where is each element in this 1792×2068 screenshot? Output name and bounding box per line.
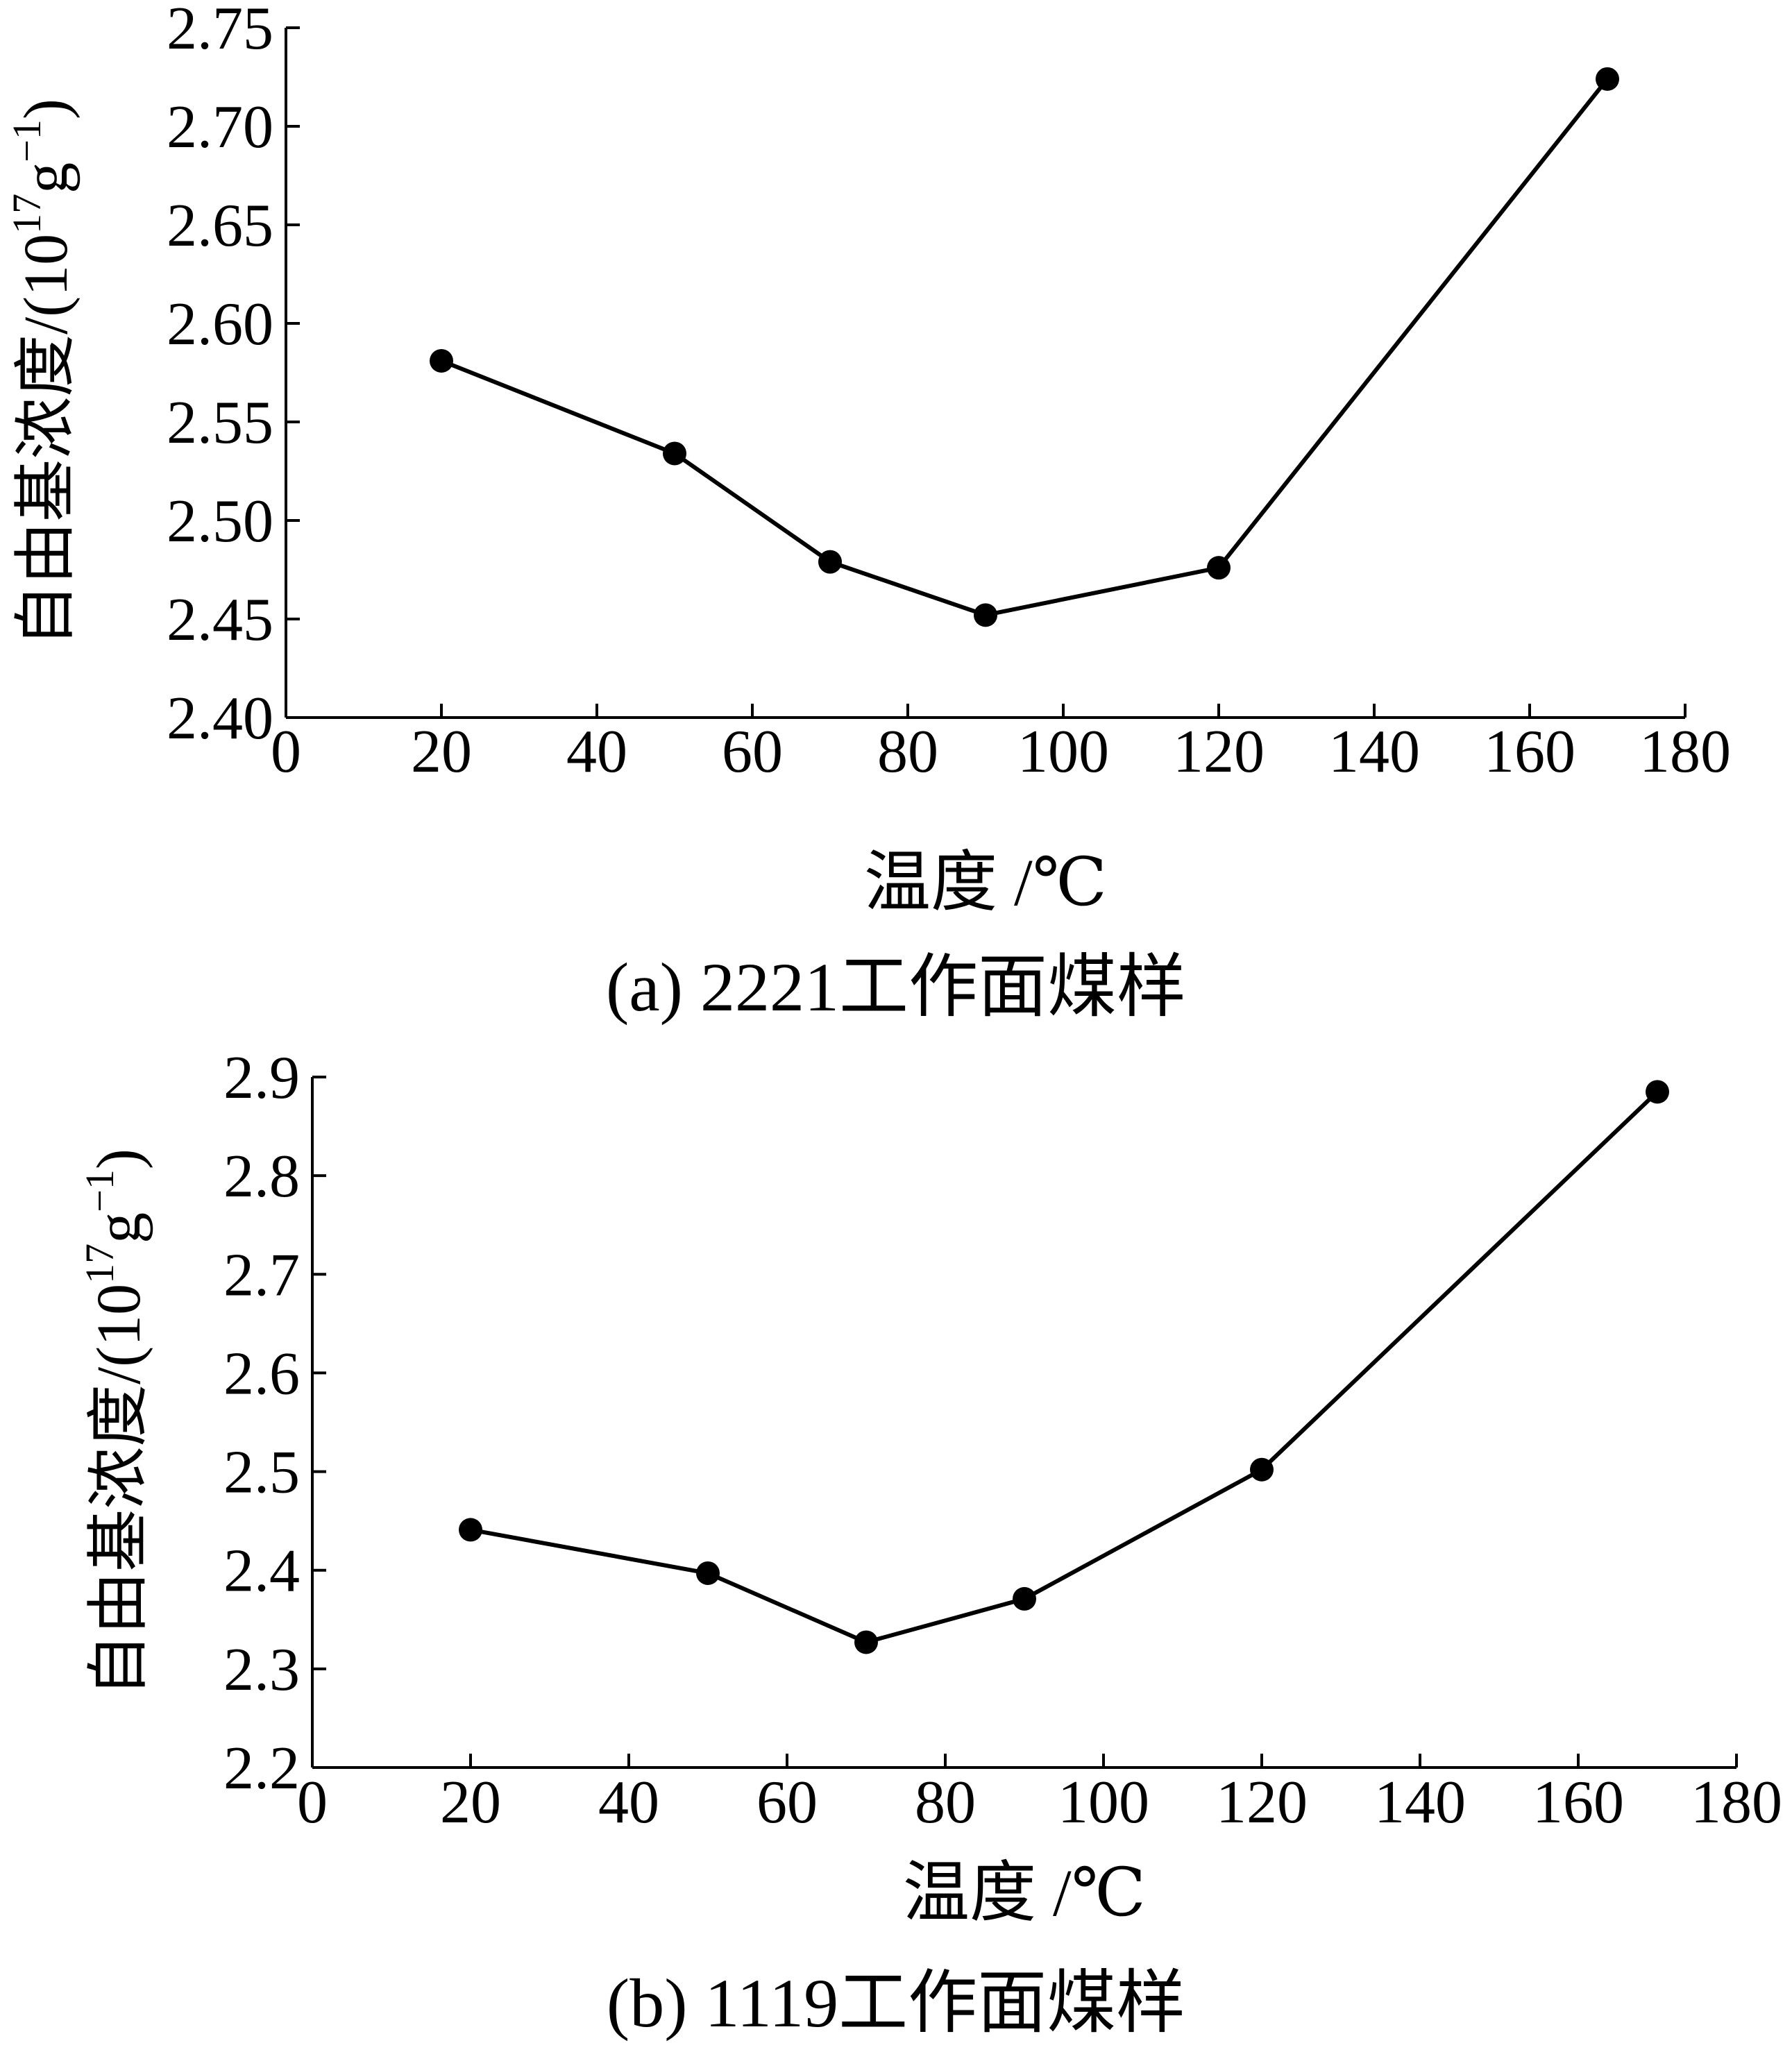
x-tick-label: 20 (440, 1769, 501, 1836)
y-axis-label-superscript: −1 (77, 1169, 122, 1212)
y-tick-label: 2.8 (223, 1143, 300, 1210)
data-point (663, 441, 686, 466)
x-tick-label: 0 (297, 1769, 328, 1836)
x-tick-label: 40 (598, 1769, 659, 1836)
y-tick-label: 2.7 (223, 1241, 300, 1309)
x-tick-label: 120 (1173, 718, 1265, 786)
y-axis-label: 自由基浓度/(1017g−1) (77, 1149, 153, 1697)
y-axis-label-part: ) (85, 1149, 153, 1169)
y-tick-label: 2.6 (223, 1340, 300, 1407)
chart-a: 0 20 40 60 80 100 120 140 160 180 2.40 2.45 2.50 2.55… (4, 0, 1731, 1026)
data-point (854, 1630, 878, 1654)
x-tick-label: 60 (722, 718, 783, 786)
x-tick-label: 120 (1216, 1769, 1308, 1836)
data-point (1646, 1080, 1669, 1104)
x-tick-label: 80 (877, 718, 938, 786)
x-axis-label: 温度 /℃ (903, 1856, 1146, 1930)
data-point (1207, 556, 1231, 580)
data-point (430, 348, 453, 373)
series-line (470, 1090, 1659, 1645)
x-tick-label: 40 (566, 718, 627, 786)
y-tick-label: 2.40 (167, 685, 273, 752)
y-axis-label-part: g (85, 1212, 153, 1244)
y-tick-label: 2.5 (223, 1439, 300, 1507)
y-tick-label: 2.45 (167, 586, 273, 654)
y-tick-label: 2.9 (223, 1044, 300, 1112)
y-axis-label-superscript: 17 (4, 194, 49, 234)
x-tick-label: 60 (756, 1769, 818, 1836)
chart-caption: (b) 1119工作面煤样 (607, 1965, 1185, 2042)
y-tick-label: 2.3 (223, 1636, 300, 1704)
data-point (696, 1561, 720, 1585)
y-axis-label-part: ) (12, 99, 81, 119)
x-tick-label: 20 (411, 718, 472, 786)
y-tick-label: 2.2 (223, 1735, 300, 1802)
y-tick-label: 2.55 (167, 389, 273, 457)
x-tick-label: 180 (1639, 718, 1731, 786)
x-tick-label: 140 (1328, 718, 1420, 786)
x-tick-label: 180 (1691, 1769, 1782, 1836)
data-point (459, 1518, 482, 1542)
data-point (974, 603, 997, 627)
x-tick-label: 0 (271, 718, 301, 786)
data-point (1250, 1457, 1274, 1482)
data-point (818, 550, 842, 574)
x-tick-label: 140 (1374, 1769, 1466, 1836)
x-tick-label: 100 (1058, 1769, 1149, 1836)
x-tick-label: 160 (1532, 1769, 1624, 1836)
data-point (1596, 67, 1619, 91)
y-axis-label: 自由基浓度/(1017g−1) (4, 99, 80, 647)
data-point (1013, 1586, 1036, 1611)
y-axis-label-part: 自由基浓度/(10 (12, 234, 81, 647)
y-axis-label-part: 自由基浓度/(10 (85, 1284, 153, 1697)
chart-caption: (a) 2221工作面煤样 (606, 949, 1186, 1026)
x-axis-label: 温度 /℃ (864, 845, 1107, 919)
y-tick-label: 2.75 (167, 0, 273, 62)
y-tick-label: 2.65 (167, 192, 273, 260)
series-line (440, 77, 1609, 618)
y-axis-label-part: g (12, 162, 81, 194)
chart-b: 0 20 40 60 80 100 120 140 160 180 2.2 2.3 2.4 2.5 2.6 2… (77, 1044, 1782, 2042)
y-axis-label-superscript: −1 (4, 119, 49, 162)
y-axis-label-superscript: 17 (77, 1244, 122, 1284)
x-tick-label: 160 (1484, 718, 1575, 786)
x-tick-label: 80 (915, 1769, 976, 1836)
y-tick-label: 2.60 (167, 291, 273, 358)
y-tick-label: 2.4 (223, 1538, 300, 1605)
y-tick-label: 2.50 (167, 488, 273, 555)
y-tick-label: 2.70 (167, 94, 273, 161)
x-tick-label: 100 (1017, 718, 1109, 786)
